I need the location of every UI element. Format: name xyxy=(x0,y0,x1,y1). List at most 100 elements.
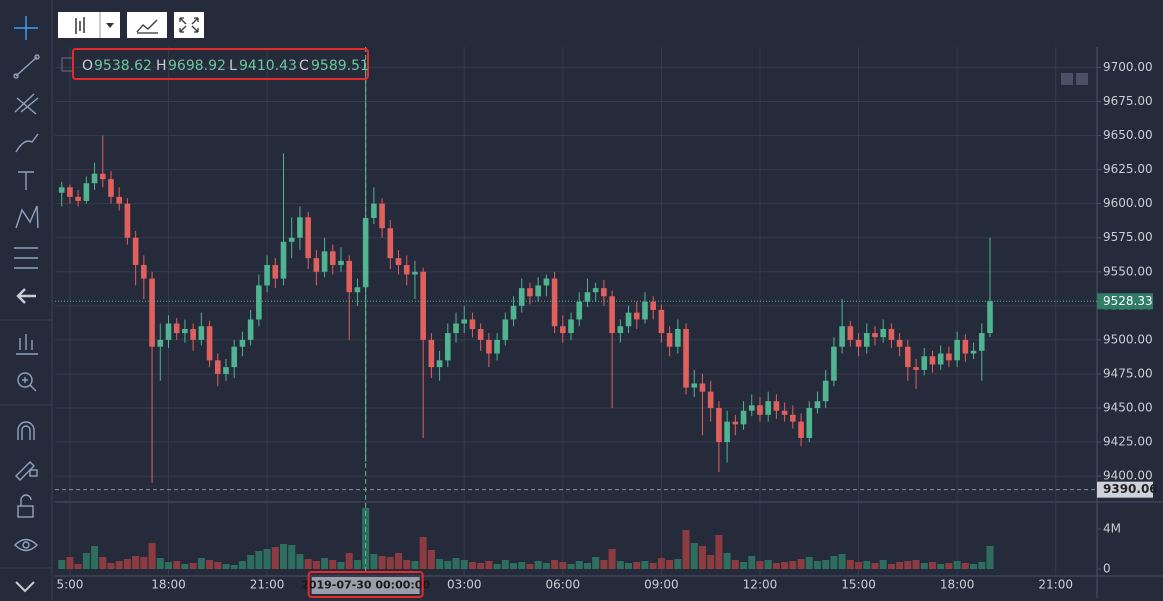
candle-body xyxy=(297,217,303,238)
candle-body xyxy=(469,319,476,329)
candle-body xyxy=(354,287,361,293)
volume-bar xyxy=(345,553,353,569)
volume-bar xyxy=(887,564,895,569)
candle-body xyxy=(58,187,65,193)
volume-tick-label: 0 xyxy=(1103,562,1111,576)
candle-body xyxy=(149,278,155,347)
candle-body xyxy=(987,301,993,334)
candle-body xyxy=(346,260,353,293)
volume-bar xyxy=(534,561,542,569)
collapse-tool[interactable] xyxy=(15,581,35,593)
candle-body xyxy=(675,328,681,347)
volume-bar xyxy=(698,546,706,569)
x-tick-label: 06:00 xyxy=(546,578,581,592)
candle-body xyxy=(190,328,196,340)
pane-button[interactable] xyxy=(1061,73,1073,85)
volume-bar xyxy=(863,561,871,569)
visibility-tool[interactable] xyxy=(14,538,38,552)
lock-tool[interactable] xyxy=(17,494,34,518)
candle-body xyxy=(765,401,771,415)
brush-tool[interactable] xyxy=(15,133,39,153)
line-tool[interactable] xyxy=(13,54,40,79)
volume-bar xyxy=(666,560,674,569)
candle-body xyxy=(568,319,574,334)
candle-body xyxy=(880,328,886,338)
volume-bar xyxy=(427,550,435,569)
last-price-box xyxy=(1097,293,1153,310)
y-tick-label: 9575.00 xyxy=(1103,230,1153,244)
candle-body xyxy=(658,309,665,334)
candle-body xyxy=(929,356,936,365)
candle-body xyxy=(403,264,410,275)
last-price-label: 9528.33 xyxy=(1103,294,1153,308)
volume-bar xyxy=(657,558,665,569)
candle-body xyxy=(970,350,977,354)
candle-body xyxy=(888,328,895,340)
fullscreen-icon xyxy=(179,17,199,33)
volume-bar xyxy=(953,561,961,569)
candle-body xyxy=(814,401,821,409)
candle-body xyxy=(872,333,878,338)
crosshair-tool[interactable] xyxy=(14,16,38,40)
legend-label: H xyxy=(156,58,167,74)
text-tool[interactable] xyxy=(18,171,34,190)
indicators-button[interactable] xyxy=(127,12,167,38)
candle-body xyxy=(502,319,509,340)
pane-button[interactable] xyxy=(1076,73,1088,85)
pattern-tool[interactable] xyxy=(15,205,39,229)
volume-bar xyxy=(542,563,550,569)
volume-bar xyxy=(271,547,279,569)
candle-body xyxy=(264,264,270,286)
volume-bar xyxy=(616,561,624,569)
magnet-tool[interactable] xyxy=(17,421,35,440)
candle-body xyxy=(157,339,164,347)
candle-body xyxy=(790,414,796,422)
parallel-tool[interactable] xyxy=(14,93,39,115)
y-tick-label: 9425.00 xyxy=(1103,435,1153,449)
volume-bar xyxy=(567,564,575,569)
volume-bar xyxy=(238,561,246,569)
candle-body xyxy=(543,278,550,286)
back-tool[interactable] xyxy=(16,288,36,304)
y-tick-label: 9600.00 xyxy=(1103,196,1153,210)
candle-body xyxy=(905,346,911,368)
volume-bar xyxy=(674,559,682,569)
candle-body xyxy=(436,360,443,368)
volume-bar xyxy=(871,563,879,569)
volume-bar xyxy=(583,563,591,569)
candle-body xyxy=(748,405,755,411)
candle-body xyxy=(831,346,837,381)
volume-bar xyxy=(189,563,197,569)
fib-tool[interactable] xyxy=(14,247,38,269)
zoom-tool[interactable] xyxy=(17,372,37,392)
lock-draw-tool[interactable] xyxy=(15,461,38,481)
volume-bar xyxy=(115,561,123,569)
candle-body xyxy=(716,408,722,443)
marker-label: 9390.06 xyxy=(1103,482,1158,496)
volume-bar xyxy=(912,560,920,569)
dropdown-arrow xyxy=(106,23,114,28)
volume-bar xyxy=(419,537,427,569)
candle-body xyxy=(108,179,114,197)
volume-bar xyxy=(74,564,82,569)
candle-body xyxy=(978,333,985,351)
volume-bar xyxy=(222,564,230,569)
y-tick-label: 9625.00 xyxy=(1103,162,1153,176)
volume-bar xyxy=(600,560,608,569)
volume-bar xyxy=(468,562,476,569)
volume-bar xyxy=(353,560,361,569)
candle-body xyxy=(798,421,804,438)
fullscreen-button[interactable] xyxy=(174,12,204,38)
x-tick-label: 15:00 xyxy=(841,578,876,592)
volume-bar xyxy=(781,562,789,569)
candle-body xyxy=(625,312,632,327)
volume-bar xyxy=(140,557,148,569)
candle-body xyxy=(510,305,517,320)
toolbar-top xyxy=(58,12,204,38)
candle-body xyxy=(420,271,426,340)
volume-bar xyxy=(255,551,263,569)
volume-bar xyxy=(206,560,214,569)
candle-body xyxy=(773,401,780,411)
candle-body xyxy=(280,241,287,279)
indicator-tool[interactable] xyxy=(16,334,38,355)
